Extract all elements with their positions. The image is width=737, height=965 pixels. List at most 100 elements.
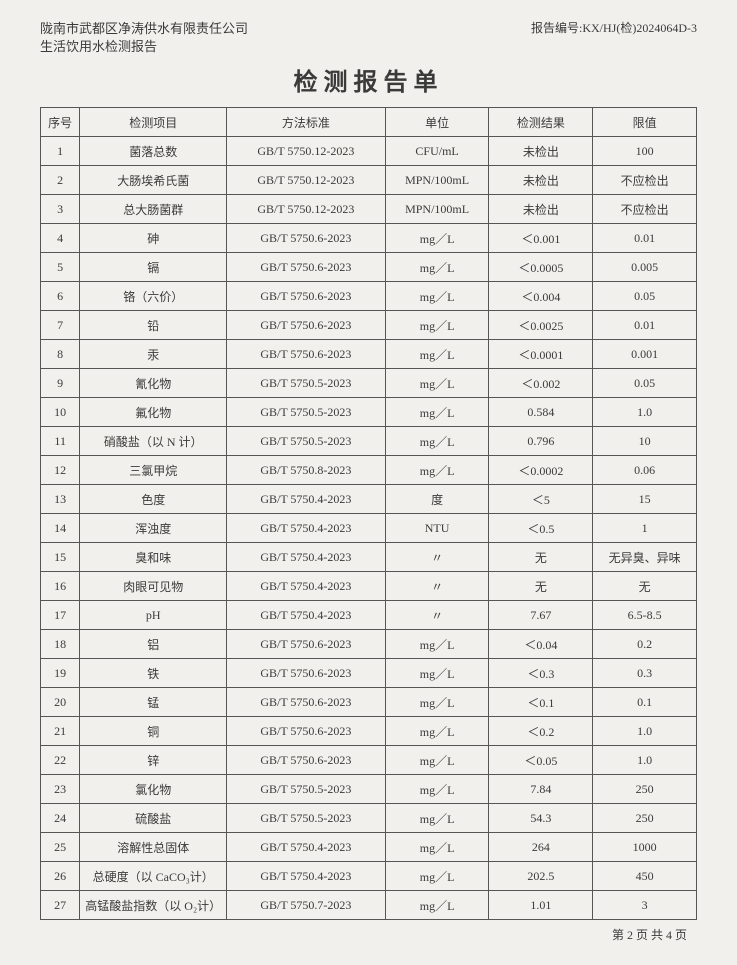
cell-unit: mg／L bbox=[385, 456, 489, 485]
cell-item: 氟化物 bbox=[80, 398, 227, 427]
table-row: 4砷GB/T 5750.6-2023mg／L＜0.0010.01 bbox=[41, 224, 697, 253]
cell-result: 7.84 bbox=[489, 775, 593, 804]
cell-idx: 15 bbox=[41, 543, 80, 572]
table-row: 24硫酸盐GB/T 5750.5-2023mg／L54.3250 bbox=[41, 804, 697, 833]
cell-item: 铬（六价） bbox=[80, 282, 227, 311]
table-row: 3总大肠菌群GB/T 5750.12-2023MPN/100mL未检出不应检出 bbox=[41, 195, 697, 224]
cell-idx: 13 bbox=[41, 485, 80, 514]
cell-unit: mg／L bbox=[385, 253, 489, 282]
cell-limit: 0.01 bbox=[593, 224, 697, 253]
cell-method: GB/T 5750.4-2023 bbox=[227, 862, 386, 891]
cell-result: 无 bbox=[489, 543, 593, 572]
table-row: 22锌GB/T 5750.6-2023mg／L＜0.051.0 bbox=[41, 746, 697, 775]
cell-limit: 6.5-8.5 bbox=[593, 601, 697, 630]
page-number: 第 2 页 共 4 页 bbox=[612, 928, 687, 942]
table-row: 10氟化物GB/T 5750.5-2023mg／L0.5841.0 bbox=[41, 398, 697, 427]
cell-item: 铅 bbox=[80, 311, 227, 340]
cell-item: 汞 bbox=[80, 340, 227, 369]
cell-result: ＜0.001 bbox=[489, 224, 593, 253]
cell-item: 臭和味 bbox=[80, 543, 227, 572]
cell-idx: 5 bbox=[41, 253, 80, 282]
page-footer: 第 2 页 共 4 页 bbox=[40, 926, 697, 943]
cell-method: GB/T 5750.5-2023 bbox=[227, 775, 386, 804]
cell-idx: 26 bbox=[41, 862, 80, 891]
cell-idx: 10 bbox=[41, 398, 80, 427]
header-left: 陇南市武都区净涛供水有限责任公司 生活饮用水检测报告 bbox=[40, 20, 248, 56]
cell-idx: 19 bbox=[41, 659, 80, 688]
cell-limit: 1.0 bbox=[593, 717, 697, 746]
table-row: 16肉眼可见物GB/T 5750.4-2023〃无无 bbox=[41, 572, 697, 601]
table-row: 20锰GB/T 5750.6-2023mg／L＜0.10.1 bbox=[41, 688, 697, 717]
cell-method: GB/T 5750.5-2023 bbox=[227, 804, 386, 833]
cell-method: GB/T 5750.12-2023 bbox=[227, 166, 386, 195]
cell-idx: 3 bbox=[41, 195, 80, 224]
table-row: 9氰化物GB/T 5750.5-2023mg／L＜0.0020.05 bbox=[41, 369, 697, 398]
report-table: 序号 检测项目 方法标准 单位 检测结果 限值 1菌落总数GB/T 5750.1… bbox=[40, 107, 697, 920]
header-right: 报告编号:KX/HJ(检)2024064D-3 bbox=[531, 20, 697, 56]
table-row: 5镉GB/T 5750.6-2023mg／L＜0.00050.005 bbox=[41, 253, 697, 282]
cell-result: ＜0.2 bbox=[489, 717, 593, 746]
cell-item: 浑浊度 bbox=[80, 514, 227, 543]
table-row: 19铁GB/T 5750.6-2023mg／L＜0.30.3 bbox=[41, 659, 697, 688]
table-row: 15臭和味GB/T 5750.4-2023〃无无异臭、异味 bbox=[41, 543, 697, 572]
doc-type: 生活饮用水检测报告 bbox=[40, 38, 248, 56]
cell-limit: 1.0 bbox=[593, 398, 697, 427]
cell-item: 三氯甲烷 bbox=[80, 456, 227, 485]
cell-result: ＜0.5 bbox=[489, 514, 593, 543]
cell-result: ＜5 bbox=[489, 485, 593, 514]
cell-unit: mg／L bbox=[385, 891, 489, 920]
cell-idx: 12 bbox=[41, 456, 80, 485]
table-row: 8汞GB/T 5750.6-2023mg／L＜0.00010.001 bbox=[41, 340, 697, 369]
cell-method: GB/T 5750.5-2023 bbox=[227, 369, 386, 398]
cell-limit: 无异臭、异味 bbox=[593, 543, 697, 572]
table-row: 2大肠埃希氏菌GB/T 5750.12-2023MPN/100mL未检出不应检出 bbox=[41, 166, 697, 195]
cell-item: 锰 bbox=[80, 688, 227, 717]
cell-unit: mg／L bbox=[385, 427, 489, 456]
table-body: 1菌落总数GB/T 5750.12-2023CFU/mL未检出1002大肠埃希氏… bbox=[41, 137, 697, 920]
cell-method: GB/T 5750.4-2023 bbox=[227, 543, 386, 572]
cell-limit: 0.01 bbox=[593, 311, 697, 340]
cell-idx: 7 bbox=[41, 311, 80, 340]
table-header-row: 序号 检测项目 方法标准 单位 检测结果 限值 bbox=[41, 108, 697, 137]
cell-unit: mg／L bbox=[385, 688, 489, 717]
cell-result: ＜0.0005 bbox=[489, 253, 593, 282]
cell-result: ＜0.0025 bbox=[489, 311, 593, 340]
page-title: 检测报告单 bbox=[40, 62, 697, 97]
cell-limit: 0.05 bbox=[593, 282, 697, 311]
table-row: 23氯化物GB/T 5750.5-2023mg／L7.84250 bbox=[41, 775, 697, 804]
cell-result: 0.584 bbox=[489, 398, 593, 427]
cell-limit: 1.0 bbox=[593, 746, 697, 775]
cell-result: ＜0.1 bbox=[489, 688, 593, 717]
cell-unit: mg／L bbox=[385, 282, 489, 311]
cell-method: GB/T 5750.4-2023 bbox=[227, 833, 386, 862]
cell-method: GB/T 5750.6-2023 bbox=[227, 688, 386, 717]
col-header-result: 检测结果 bbox=[489, 108, 593, 137]
cell-limit: 0.1 bbox=[593, 688, 697, 717]
table-row: 1菌落总数GB/T 5750.12-2023CFU/mL未检出100 bbox=[41, 137, 697, 166]
cell-method: GB/T 5750.5-2023 bbox=[227, 427, 386, 456]
cell-unit: MPN/100mL bbox=[385, 195, 489, 224]
cell-limit: 250 bbox=[593, 804, 697, 833]
cell-result: ＜0.002 bbox=[489, 369, 593, 398]
cell-unit: mg／L bbox=[385, 311, 489, 340]
cell-limit: 0.2 bbox=[593, 630, 697, 659]
col-header-index: 序号 bbox=[41, 108, 80, 137]
cell-idx: 18 bbox=[41, 630, 80, 659]
cell-result: 未检出 bbox=[489, 195, 593, 224]
cell-method: GB/T 5750.6-2023 bbox=[227, 224, 386, 253]
org-name: 陇南市武都区净涛供水有限责任公司 bbox=[40, 20, 248, 38]
cell-method: GB/T 5750.6-2023 bbox=[227, 717, 386, 746]
cell-result: ＜0.3 bbox=[489, 659, 593, 688]
table-row: 7铅GB/T 5750.6-2023mg／L＜0.00250.01 bbox=[41, 311, 697, 340]
cell-item: pH bbox=[80, 601, 227, 630]
cell-item: 总硬度（以 CaCO₃计） bbox=[80, 862, 227, 891]
cell-idx: 27 bbox=[41, 891, 80, 920]
table-row: 21铜GB/T 5750.6-2023mg／L＜0.21.0 bbox=[41, 717, 697, 746]
cell-unit: 〃 bbox=[385, 543, 489, 572]
cell-result: 202.5 bbox=[489, 862, 593, 891]
cell-method: GB/T 5750.4-2023 bbox=[227, 514, 386, 543]
cell-unit: CFU/mL bbox=[385, 137, 489, 166]
cell-method: GB/T 5750.12-2023 bbox=[227, 137, 386, 166]
cell-idx: 4 bbox=[41, 224, 80, 253]
table-row: 14浑浊度GB/T 5750.4-2023NTU＜0.51 bbox=[41, 514, 697, 543]
